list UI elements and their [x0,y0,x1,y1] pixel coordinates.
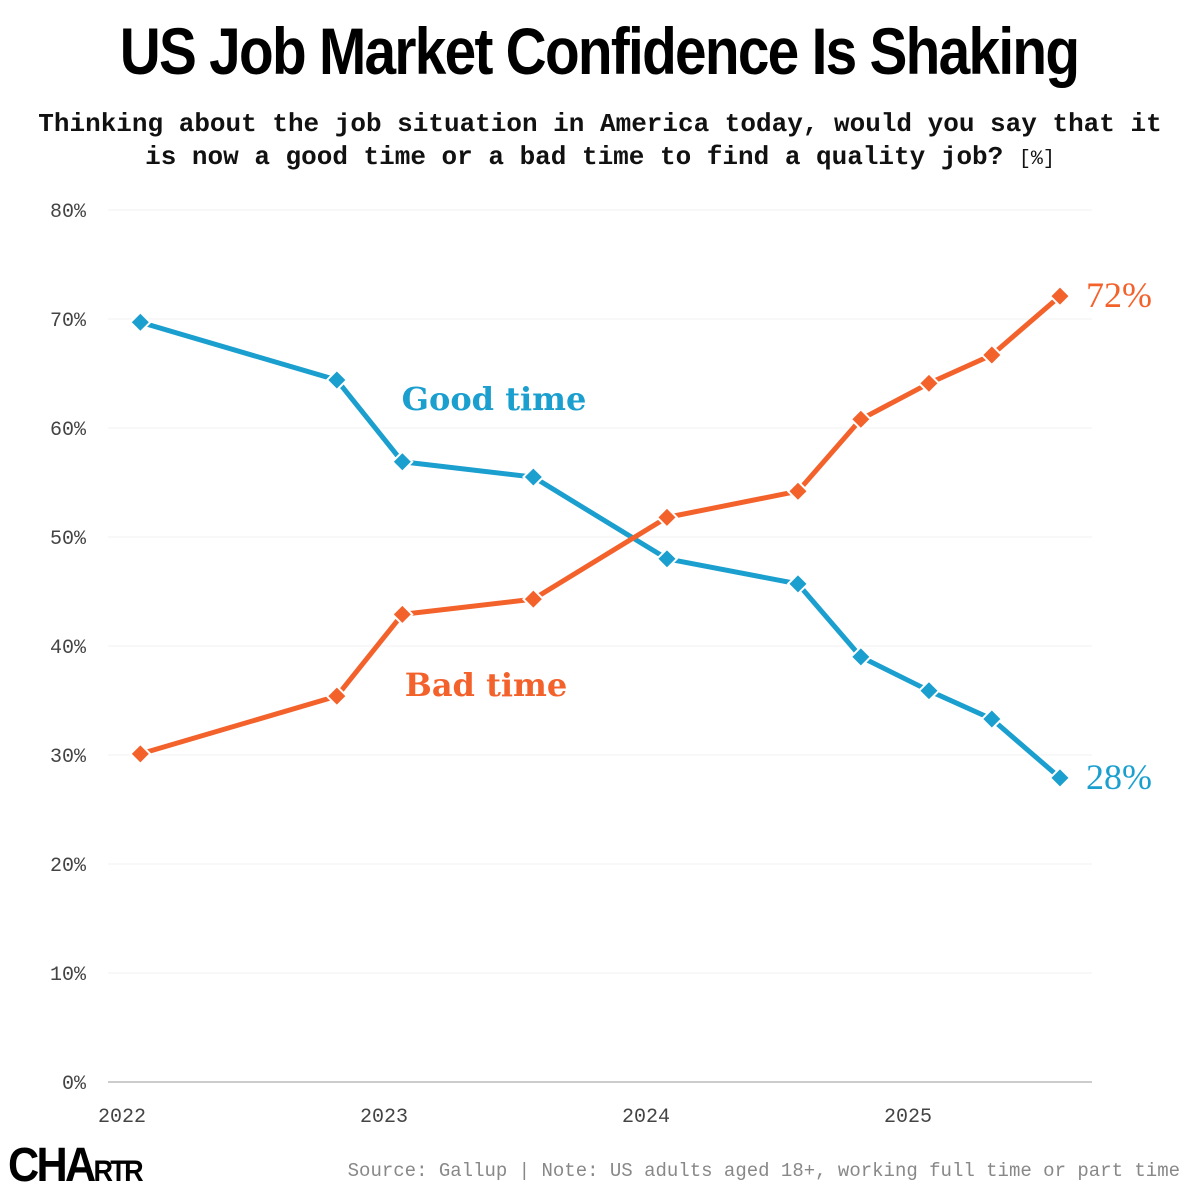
data-point [129,310,152,334]
chart-subtitle: Thinking about the job situation in Amer… [30,108,1170,176]
data-point [786,479,810,503]
data-point [917,679,941,703]
data-point [391,603,414,626]
series-label: Good time [402,380,587,418]
data-point [391,450,414,474]
data-point [655,547,679,571]
unit-label: [%] [1018,148,1055,171]
data-point [325,368,349,392]
end-value-label: 28% [1086,757,1152,797]
data-point [849,645,873,669]
data-point [917,371,941,395]
y-tick-label: 30% [50,746,87,769]
data-point [1048,766,1072,790]
y-tick-label: 60% [50,419,87,442]
chart-title: US Job Market Confidence Is Shaking [119,14,1080,88]
data-point [522,587,545,611]
chartr-logo: CHARTR [8,1139,144,1192]
data-point [849,407,873,431]
data-point [1048,284,1072,308]
x-tick-label: 2022 [98,1106,146,1129]
y-tick-label: 20% [50,855,87,878]
y-tick-label: 50% [50,528,87,551]
data-point [786,572,810,596]
subtitle-text: Thinking about the job situation in Amer… [38,109,1162,172]
data-point [129,742,152,766]
series-line-good-time [139,319,1062,780]
data-point [655,506,679,529]
x-tick-label: 2025 [884,1106,932,1129]
data-point [325,684,349,708]
y-tick-label: 80% [50,201,87,224]
series-line-bad-time [139,294,1062,757]
data-point [980,707,1004,731]
data-point [522,465,545,489]
series-label: Bad time [405,666,567,704]
x-tick-label: 2024 [622,1106,670,1129]
x-tick-label: 2023 [360,1106,408,1129]
y-tick-label: 10% [50,964,87,987]
y-tick-label: 40% [50,637,87,660]
source-note: Source: Gallup | Note: US adults aged 18… [347,1160,1180,1182]
data-point [980,343,1004,367]
y-tick-label: 0% [62,1073,87,1096]
end-value-label: 72% [1086,275,1152,315]
y-tick-label: 70% [50,310,87,333]
